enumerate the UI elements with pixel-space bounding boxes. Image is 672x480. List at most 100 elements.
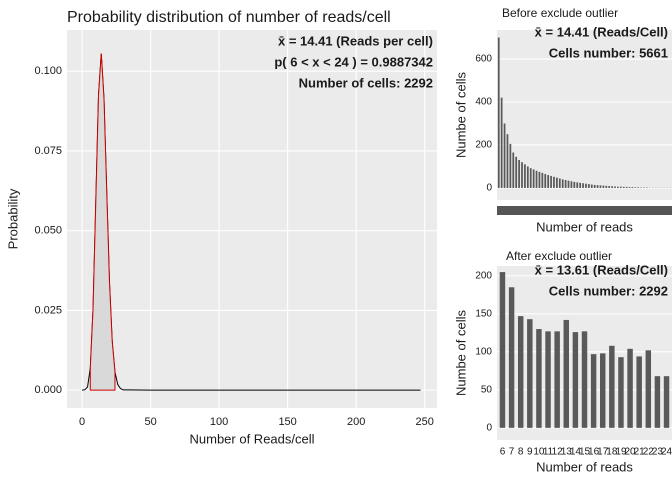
bar — [645, 350, 652, 428]
bar — [509, 143, 512, 188]
y-tick-label: 0.075 — [34, 145, 62, 157]
x-tick-label: 16 — [588, 447, 600, 458]
x-tick-label: 21 — [634, 447, 646, 458]
y-tick-label: 150 — [475, 309, 492, 320]
bar — [608, 186, 611, 188]
x-tick-label: 13 — [561, 447, 573, 458]
bar — [627, 348, 633, 428]
x-tick-label: 250 — [415, 416, 433, 428]
chart-title: Before exclude outlier — [502, 6, 618, 20]
bar — [619, 186, 622, 188]
bar — [609, 345, 615, 428]
annotation: Cells number: 5661 — [549, 45, 668, 60]
bar — [590, 184, 593, 188]
x-tick-label: 22 — [643, 447, 655, 458]
bar — [585, 183, 587, 188]
bar — [567, 180, 570, 188]
bar — [527, 319, 533, 428]
bar — [564, 180, 567, 188]
bar — [596, 185, 599, 188]
annotation: Number of cells: 2292 — [299, 75, 433, 90]
y-tick-label: 50 — [481, 384, 493, 395]
bar — [526, 166, 529, 188]
x-tick-label: 50 — [144, 416, 156, 428]
bar — [503, 123, 506, 188]
x-tick-label: 6 — [500, 447, 506, 458]
bar — [576, 182, 579, 188]
annotation: p( 6 < x < 24 ) = 0.9887342 — [274, 54, 433, 69]
bar — [556, 177, 558, 188]
bar — [573, 181, 576, 188]
bar — [605, 185, 608, 188]
x-tick-label: 24 — [661, 447, 672, 458]
bar — [497, 37, 500, 188]
bar — [570, 181, 573, 188]
bar — [500, 97, 503, 188]
bar — [535, 170, 538, 188]
bar — [618, 357, 624, 428]
bar — [529, 168, 532, 188]
x-tick-label: 7 — [509, 447, 515, 458]
bar — [602, 185, 605, 188]
x-tick-label: 15 — [579, 447, 591, 458]
y-tick-label: 0.050 — [34, 225, 62, 237]
bar — [563, 319, 570, 428]
y-tick-label: 0.025 — [34, 304, 62, 316]
bar — [617, 186, 619, 188]
y-tick-label: 0.000 — [34, 384, 62, 396]
bar — [581, 331, 588, 428]
x-tick-labels-overlap — [497, 206, 672, 215]
bar — [517, 316, 524, 428]
bar — [532, 169, 535, 188]
y-tick-label: 100 — [475, 347, 492, 358]
annotation: Cells number: 2292 — [549, 283, 668, 298]
y-tick-label: 0.100 — [34, 65, 62, 77]
bar — [524, 164, 526, 188]
bar — [636, 356, 642, 428]
annotation: x̄ = 14.41 (Reads/Cell) — [535, 24, 668, 39]
bar — [499, 272, 506, 428]
bar — [593, 184, 596, 188]
bar — [554, 331, 560, 428]
bar — [538, 171, 541, 188]
x-tick-label: 8 — [518, 447, 524, 458]
x-tick-label: 150 — [278, 416, 296, 428]
bar — [558, 178, 561, 188]
annotation: x̄ = 13.61 (Reads/Cell) — [535, 262, 668, 277]
x-tick-label: 10 — [533, 447, 545, 458]
y-tick-label: 400 — [475, 97, 492, 108]
x-tick-label: 18 — [606, 447, 618, 458]
y-axis-label: Numbe of cells — [453, 72, 468, 158]
bar — [614, 186, 616, 188]
bar — [590, 354, 597, 428]
line-series — [89, 53, 116, 391]
bar — [654, 376, 661, 428]
bar — [545, 331, 551, 428]
y-tick-label: 0 — [486, 422, 492, 433]
y-axis-label: Numbe of cells — [453, 310, 468, 396]
x-tick-label: 23 — [652, 447, 664, 458]
x-tick-label: 100 — [210, 416, 228, 428]
x-axis-label: Number of reads — [536, 219, 633, 234]
x-tick-label: 19 — [615, 447, 627, 458]
bar — [521, 162, 523, 188]
y-tick-label: 200 — [475, 271, 492, 282]
y-axis-label: Probability — [5, 188, 20, 249]
bar — [628, 187, 631, 188]
bar — [634, 187, 637, 188]
x-tick-label: 0 — [79, 416, 85, 428]
x-tick-label: 20 — [625, 447, 637, 458]
bar — [582, 183, 584, 188]
bar — [587, 184, 590, 188]
bar — [572, 332, 579, 428]
x-axis-label: Number of Reads/cell — [190, 431, 315, 446]
bar — [622, 186, 625, 188]
bar — [625, 186, 628, 188]
plot-background — [497, 30, 672, 200]
y-tick-label: 600 — [475, 54, 492, 65]
bar — [553, 176, 555, 188]
bar — [506, 134, 509, 188]
bar — [631, 187, 634, 188]
